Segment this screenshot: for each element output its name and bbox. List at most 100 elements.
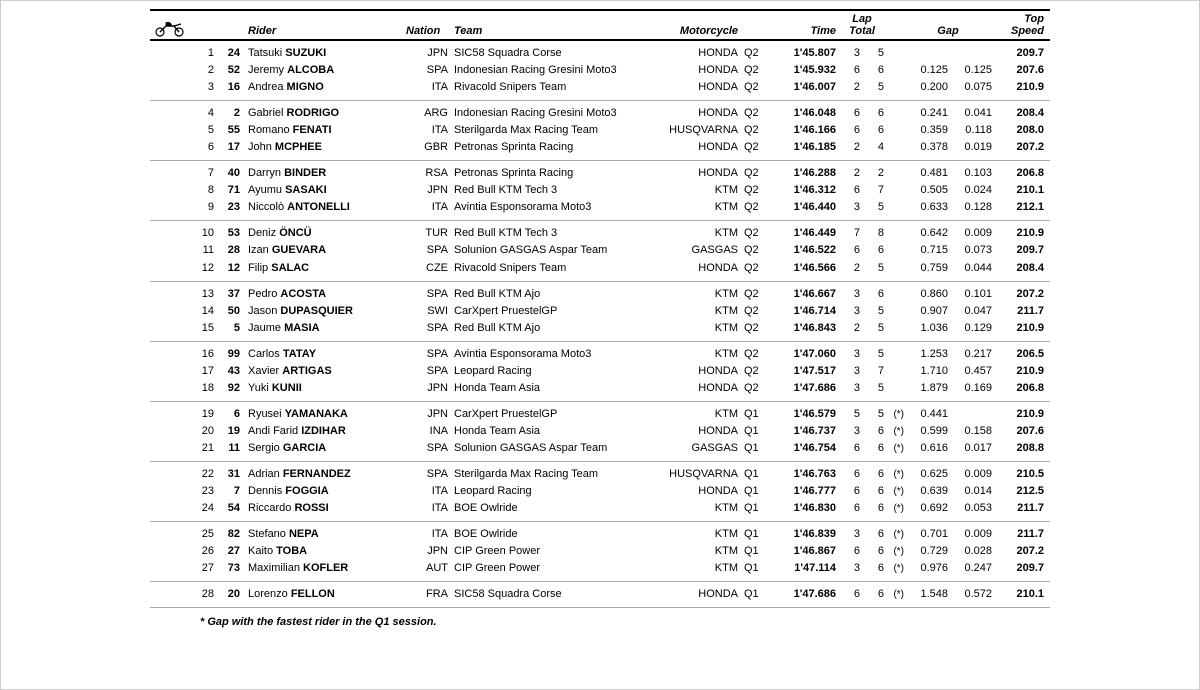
cell-rider: Riccardo ROSSI [246, 500, 406, 517]
cell-gap2: 0.101 [948, 286, 992, 303]
cell-num: 16 [218, 79, 246, 96]
cell-gap: 0.505 [904, 182, 948, 199]
cell-pos: 25 [190, 526, 218, 543]
cell-gap2: 0.024 [948, 182, 992, 199]
cell-num: 2 [218, 105, 246, 122]
table-body: 124Tatsuki SUZUKIJPNSIC58 Squadra CorseH… [150, 41, 1050, 608]
results-sheet: . . Rider Nation Team Motorcycle . Time … [150, 1, 1050, 628]
col-nation: Nation [406, 25, 454, 37]
cell-lap: 2 [836, 79, 860, 96]
cell-rider: Gabriel RODRIGO [246, 105, 406, 122]
cell-moto: HONDA [654, 139, 744, 156]
cell-pos: 12 [190, 260, 218, 277]
cell-pos: 1 [190, 45, 218, 62]
cell-moto: KTM [654, 526, 744, 543]
table-row: 1212Filip SALACCZERivacold Snipers TeamH… [150, 260, 1050, 277]
cell-gap: 1.710 [904, 363, 948, 380]
cell-moto: HONDA [654, 62, 744, 79]
table-row: 1743Xavier ARTIGASSPALeopard RacingHONDA… [150, 363, 1050, 380]
cell-rider: Ayumu SASAKI [246, 182, 406, 199]
cell-team: Solunion GASGAS Aspar Team [454, 242, 654, 259]
cell-pos: 8 [190, 182, 218, 199]
cell-gap2: 0.044 [948, 260, 992, 277]
cell-speed: 206.8 [992, 165, 1044, 182]
cell-session: Q2 [744, 225, 774, 242]
cell-session: Q1 [744, 526, 774, 543]
cell-moto: KTM [654, 406, 744, 423]
cell-star: (*) [884, 501, 904, 517]
cell-moto: HONDA [654, 260, 744, 277]
cell-gap2: 0.129 [948, 320, 992, 337]
cell-gap: 0.976 [904, 560, 948, 577]
cell-pos: 22 [190, 466, 218, 483]
cell-speed: 210.1 [992, 182, 1044, 199]
cell-time: 1'47.517 [774, 363, 836, 380]
cell-gap: 0.701 [904, 526, 948, 543]
cell-lap: 6 [836, 440, 860, 457]
cell-gap2: 0.009 [948, 526, 992, 543]
cell-session: Q2 [744, 320, 774, 337]
cell-nation: ITA [406, 122, 454, 139]
col-topspeed: Top Speed [992, 13, 1044, 37]
cell-nation: ITA [406, 500, 454, 517]
cell-pos: 16 [190, 346, 218, 363]
cell-rider: Niccolò ANTONELLI [246, 199, 406, 216]
table-row: 871Ayumu SASAKIJPNRed Bull KTM Tech 3KTM… [150, 182, 1050, 199]
cell-gap2: 0.041 [948, 105, 992, 122]
cell-nation: JPN [406, 543, 454, 560]
cell-moto: HUSQVARNA [654, 466, 744, 483]
cell-gap: 0.642 [904, 225, 948, 242]
table-row: 1450Jason DUPASQUIERSWICarXpert Pruestel… [150, 303, 1050, 320]
cell-rider: Kaito TOBA [246, 543, 406, 560]
cell-pos: 11 [190, 242, 218, 259]
cell-gap: 0.639 [904, 483, 948, 500]
cell-rider: Darryn BINDER [246, 165, 406, 182]
cell-moto: KTM [654, 182, 744, 199]
table-row: 237Dennis FOGGIAITALeopard RacingHONDAQ1… [150, 483, 1050, 500]
cell-rider: Andi Farid IZDIHAR [246, 423, 406, 440]
row-group: 42Gabriel RODRIGOARGIndonesian Racing Gr… [150, 101, 1050, 161]
cell-nation: SPA [406, 62, 454, 79]
cell-moto: HONDA [654, 165, 744, 182]
cell-star: (*) [884, 441, 904, 457]
cell-speed: 209.7 [992, 560, 1044, 577]
cell-total: 4 [860, 139, 884, 156]
cell-lap: 3 [836, 286, 860, 303]
cell-speed: 209.7 [992, 45, 1044, 62]
cell-team: Sterilgarda Max Racing Team [454, 466, 654, 483]
cell-lap: 6 [836, 182, 860, 199]
cell-total: 5 [860, 380, 884, 397]
cell-num: 43 [218, 363, 246, 380]
cell-team: Rivacold Snipers Team [454, 260, 654, 277]
cell-moto: KTM [654, 199, 744, 216]
table-row: 42Gabriel RODRIGOARGIndonesian Racing Gr… [150, 105, 1050, 122]
cell-team: Leopard Racing [454, 483, 654, 500]
cell-lap: 6 [836, 62, 860, 79]
cell-star: (*) [884, 467, 904, 483]
cell-rider: Sergio GARCIA [246, 440, 406, 457]
cell-nation: JPN [406, 182, 454, 199]
cell-gap2: 0.125 [948, 62, 992, 79]
col-rider: Rider [246, 25, 406, 37]
cell-num: 53 [218, 225, 246, 242]
cell-gap2: 0.128 [948, 199, 992, 216]
table-row: 1337Pedro ACOSTASPARed Bull KTM AjoKTMQ2… [150, 286, 1050, 303]
cell-rider: Filip SALAC [246, 260, 406, 277]
table-row: 2454Riccardo ROSSIITABOE OwlrideKTMQ11'4… [150, 500, 1050, 517]
cell-pos: 17 [190, 363, 218, 380]
cell-nation: SPA [406, 346, 454, 363]
cell-pos: 10 [190, 225, 218, 242]
col-team: Team [454, 25, 654, 37]
table-row: 2111Sergio GARCIASPASolunion GASGAS Aspa… [150, 440, 1050, 457]
cell-total: 5 [860, 406, 884, 423]
cell-team: Indonesian Racing Gresini Moto3 [454, 105, 654, 122]
cell-lap: 6 [836, 105, 860, 122]
cell-lap: 3 [836, 526, 860, 543]
cell-lap: 6 [836, 543, 860, 560]
cell-time: 1'46.449 [774, 225, 836, 242]
cell-nation: SPA [406, 363, 454, 380]
cell-session: Q1 [744, 406, 774, 423]
cell-moto: HUSQVARNA [654, 122, 744, 139]
cell-total: 6 [860, 62, 884, 79]
cell-time: 1'45.807 [774, 45, 836, 62]
